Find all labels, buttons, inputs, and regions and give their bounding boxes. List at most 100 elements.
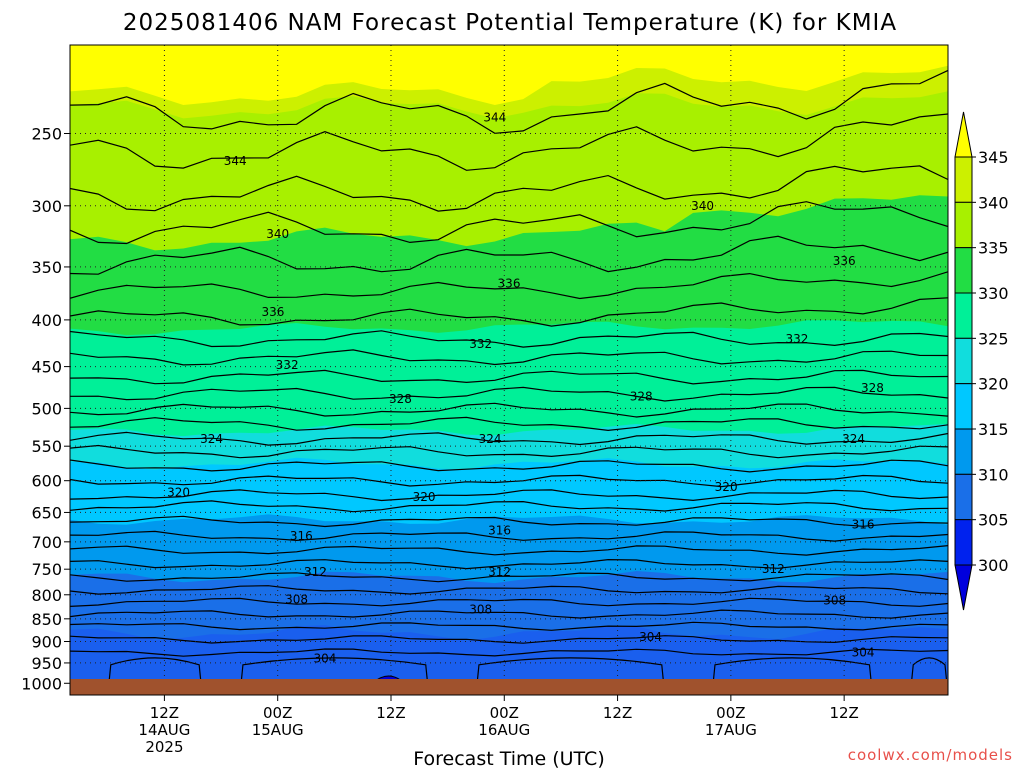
contour-line <box>70 431 948 446</box>
x-tick-label: 16AUG <box>478 721 530 739</box>
colorbar-box <box>954 519 973 566</box>
contour-line <box>70 297 948 327</box>
surface-contour <box>909 657 948 695</box>
contour-label: 316 <box>852 517 875 531</box>
contour-line <box>70 349 948 366</box>
surface-contour <box>475 657 666 695</box>
colorbar: 345 340 335 330 325 320 315 310 305 300 <box>954 111 1009 611</box>
y-tick-label: 300 <box>31 197 62 216</box>
colorbar-box <box>954 247 973 294</box>
plot-frame <box>69 44 949 696</box>
colorbar-top-triangle <box>954 111 973 158</box>
contour-label: 316 <box>488 523 511 537</box>
contour-line <box>70 530 948 542</box>
contour-line <box>70 500 948 513</box>
contour-label: 320 <box>715 480 738 494</box>
y-tick-label: 1000 <box>21 674 62 693</box>
contour-line <box>70 597 948 607</box>
x-axis-label: Forecast Time (UTC) <box>413 748 604 768</box>
contour-line <box>70 609 948 619</box>
contour-line <box>70 113 948 171</box>
y-tick-label: 850 <box>31 610 62 629</box>
colorbar-box <box>954 292 973 339</box>
contour-label: 304 <box>639 630 662 644</box>
contour-line <box>70 489 948 502</box>
contour-label: 344 <box>224 154 247 168</box>
contour-label: 336 <box>262 305 285 319</box>
colorbar-label: 345 <box>978 148 1009 167</box>
contour-label: 308 <box>469 602 492 616</box>
contour-label: 304 <box>313 652 336 666</box>
x-tick-label: 12Z <box>376 704 405 722</box>
contour-label: 344 <box>483 110 506 124</box>
y-tick-label: 600 <box>31 472 62 491</box>
contour-labels: 344 344 340 340 336 336 336 332 332 332 328 328 328 3… <box>167 110 884 666</box>
y-axis: 250 300 350 400 450 500 550 600 650 700 750 800 850 9… <box>21 124 70 693</box>
colorbar-bottom-triangle <box>954 564 973 611</box>
colorbar-box <box>954 383 973 430</box>
contour-line <box>70 386 948 402</box>
contour-label: 320 <box>167 485 190 499</box>
colorbar-box <box>954 473 973 521</box>
contour-line <box>70 648 948 657</box>
colorbar-label: 330 <box>978 284 1009 303</box>
x-tick-label: 00Z <box>490 704 519 722</box>
y-tick-label: 900 <box>31 632 62 651</box>
x-tick-label: 12Z <box>150 704 179 722</box>
contour-label: 332 <box>276 358 299 372</box>
y-tick-label: 650 <box>31 503 62 522</box>
y-tick-label: 450 <box>31 358 62 377</box>
credit-text: coolwx.com/models <box>848 746 1013 764</box>
colorbar-label: 335 <box>978 239 1009 258</box>
contour-line <box>70 545 948 556</box>
contour-label: 308 <box>823 594 846 608</box>
surface-contour <box>107 657 203 695</box>
contour-line <box>70 330 948 348</box>
colorbar-box <box>954 156 973 203</box>
y-tick-label: 350 <box>31 258 62 277</box>
contour-lines <box>70 69 948 657</box>
colorbar-box <box>954 337 973 385</box>
grid-lines <box>70 45 948 695</box>
x-tick-label: 12Z <box>603 704 632 722</box>
contour-line <box>70 474 948 488</box>
contour-label: 336 <box>833 254 856 268</box>
y-tick-label: 700 <box>31 533 62 552</box>
x-tick-label: 15AUG <box>252 721 304 739</box>
x-tick-label: 2025 <box>145 738 183 756</box>
contour-line <box>70 585 948 595</box>
contour-line <box>70 635 948 644</box>
colorbar-box <box>954 201 973 249</box>
contour-line <box>70 515 948 528</box>
contour-line <box>70 416 948 432</box>
ground-strip <box>70 679 948 695</box>
contour-label: 320 <box>413 490 436 504</box>
contour-line <box>70 165 948 212</box>
plot-area: 344 344 340 340 336 336 336 332 332 332 328 328 328 3… <box>69 44 949 699</box>
contour-line <box>70 402 948 418</box>
colorbar-label: 305 <box>978 511 1009 530</box>
chart-title: 2025081406 NAM Forecast Potential Temper… <box>123 10 897 36</box>
contour-line <box>70 201 948 245</box>
contour-label: 308 <box>285 593 308 607</box>
contour-label: 328 <box>861 381 884 395</box>
y-tick-label: 950 <box>31 654 62 673</box>
colorbar-label: 320 <box>978 375 1009 394</box>
contour-label: 312 <box>488 565 511 579</box>
contour-label: 328 <box>630 389 653 403</box>
y-tick-label: 250 <box>31 124 62 143</box>
color-band <box>70 695 948 699</box>
contour-line <box>70 459 948 473</box>
colorbar-label: 310 <box>978 465 1009 484</box>
contour-line <box>70 271 948 300</box>
contour-label: 340 <box>691 199 714 213</box>
contour-label: 324 <box>479 432 502 446</box>
contour-line <box>70 444 948 459</box>
color-band <box>70 625 948 695</box>
contour-line <box>70 621 948 631</box>
contour-label: 340 <box>266 227 289 241</box>
x-tick-label: 00Z <box>716 704 745 722</box>
x-tick-label: 17AUG <box>705 721 757 739</box>
